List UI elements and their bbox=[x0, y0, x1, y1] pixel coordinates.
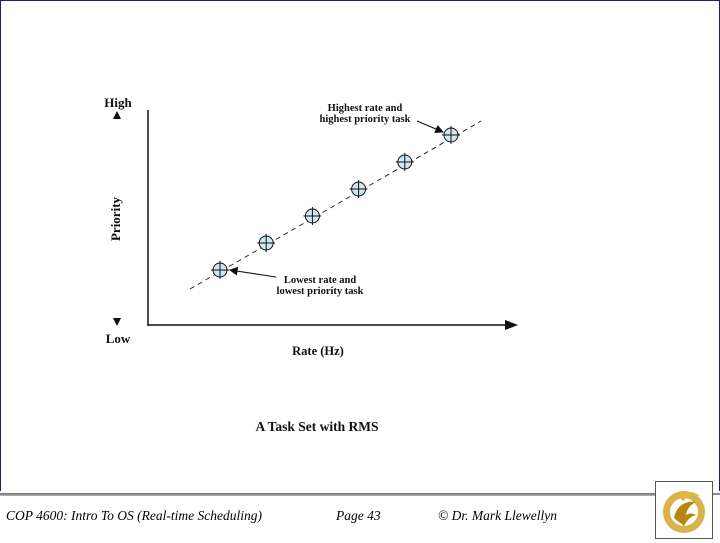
x-axis-arrow-icon bbox=[505, 320, 518, 330]
footer-divider bbox=[0, 493, 656, 496]
low-triangle-icon bbox=[113, 318, 121, 326]
y-top-label: High bbox=[104, 95, 132, 110]
task-marker bbox=[303, 207, 322, 225]
priority-trend-line bbox=[189, 120, 482, 290]
high-triangle-icon bbox=[113, 111, 121, 119]
annotation-top-line1: Highest rate and bbox=[328, 103, 403, 114]
task-marker bbox=[442, 126, 460, 144]
annotation-top-arrow bbox=[416, 120, 445, 134]
task-marker bbox=[257, 234, 276, 252]
annotation-bottom-arrow bbox=[228, 266, 277, 278]
annotation-bottom-line1: Lowest rate and bbox=[284, 275, 356, 286]
annotation-bottom-line2: lowest priority task bbox=[277, 286, 364, 297]
y-bottom-label: Low bbox=[106, 331, 131, 346]
task-marker bbox=[211, 261, 229, 279]
annotation-top-line2: highest priority task bbox=[319, 114, 410, 125]
footer-page-number: Page 43 bbox=[336, 508, 381, 523]
x-axis-label: Rate (Hz) bbox=[292, 344, 344, 358]
task-markers bbox=[211, 126, 460, 279]
footer-bar bbox=[0, 491, 720, 540]
diagram-caption: A Task Set with RMS bbox=[255, 419, 378, 434]
footer-copyright: © Dr. Mark Llewellyn bbox=[438, 508, 557, 523]
task-marker bbox=[349, 180, 368, 198]
footer-course-title: COP 4600: Intro To OS (Real-time Schedul… bbox=[6, 508, 262, 523]
task-marker bbox=[395, 153, 414, 171]
y-axis-label: Priority bbox=[108, 196, 123, 241]
ucf-pegasus-logo-icon bbox=[655, 481, 713, 539]
